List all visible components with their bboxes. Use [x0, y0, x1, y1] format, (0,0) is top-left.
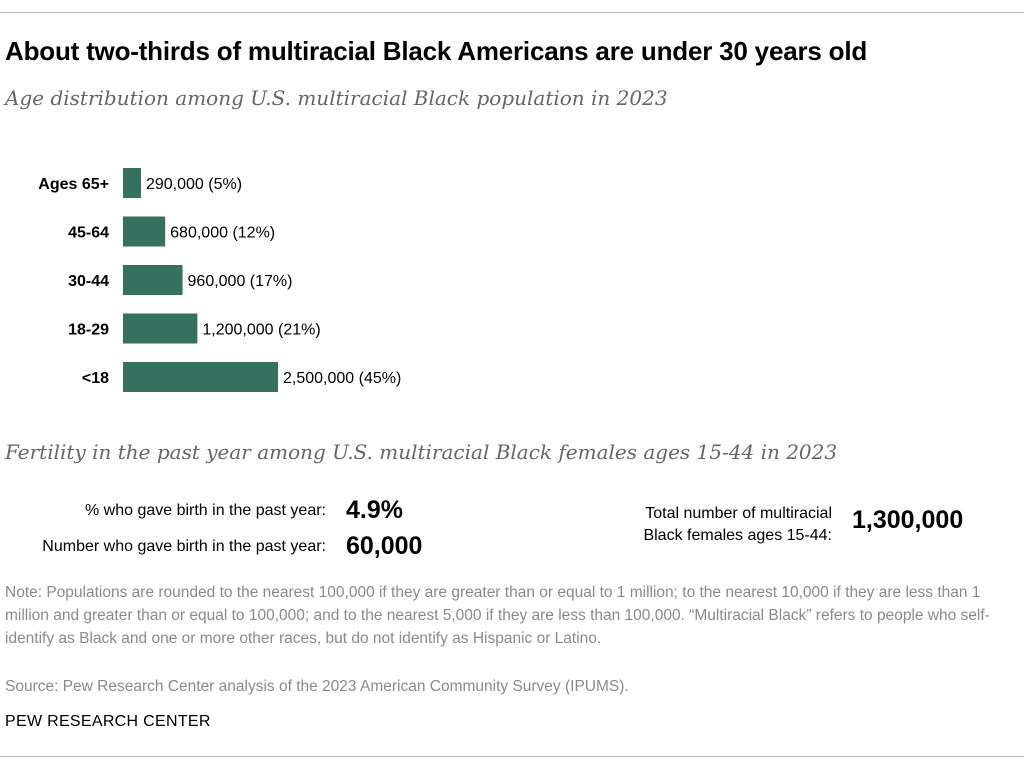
fertility-heading: Fertility in the past year among U.S. mu… [5, 440, 838, 464]
category-label: 45-64 [68, 225, 109, 242]
value-label: 680,000 (12%) [170, 225, 275, 242]
bar [123, 168, 141, 198]
category-label: 18-29 [68, 322, 109, 339]
chart-title: About two-thirds of multiracial Black Am… [5, 36, 868, 66]
bar [123, 216, 166, 247]
category-label: Ages 65+ [38, 176, 109, 193]
bar [123, 362, 278, 392]
birth-count-value: 60,000 [346, 532, 423, 560]
source-line: Source: Pew Research Center analysis of … [5, 678, 629, 695]
total-females-label-line2: Black females ages 15-44: [643, 527, 832, 544]
age-distribution-bar-chart: Ages 65+ 290,000 (5%) 45-64 680,000 (12%) 30… [38, 168, 401, 392]
value-label: 960,000 (17%) [188, 273, 293, 290]
total-females-label-line1: Total number of multiracial [645, 505, 832, 522]
bottom-divider [0, 756, 1024, 757]
total-females-label: Total number of multiracial Black female… [600, 503, 832, 547]
bar [123, 265, 183, 295]
chart-subtitle: Age distribution among U.S. multiracial … [5, 86, 668, 110]
footnote: Note: Populations are rounded to the nea… [5, 584, 990, 647]
bar [123, 313, 198, 344]
value-label: 1,200,000 (21%) [202, 322, 320, 339]
category-label: 30-44 [68, 273, 109, 290]
birth-count-label: Number who gave birth in the past year: [42, 538, 326, 555]
birth-percent-label: % who gave birth in the past year: [84, 502, 326, 519]
value-label: 2,500,000 (45%) [283, 370, 401, 387]
birth-percent-value: 4.9% [346, 496, 403, 524]
top-divider [0, 12, 1024, 13]
total-females-value: 1,300,000 [852, 506, 964, 534]
value-label: 290,000 (5%) [146, 176, 242, 193]
pew-logo-text: PEW RESEARCH CENTER [5, 713, 211, 730]
category-label: <18 [82, 370, 109, 387]
